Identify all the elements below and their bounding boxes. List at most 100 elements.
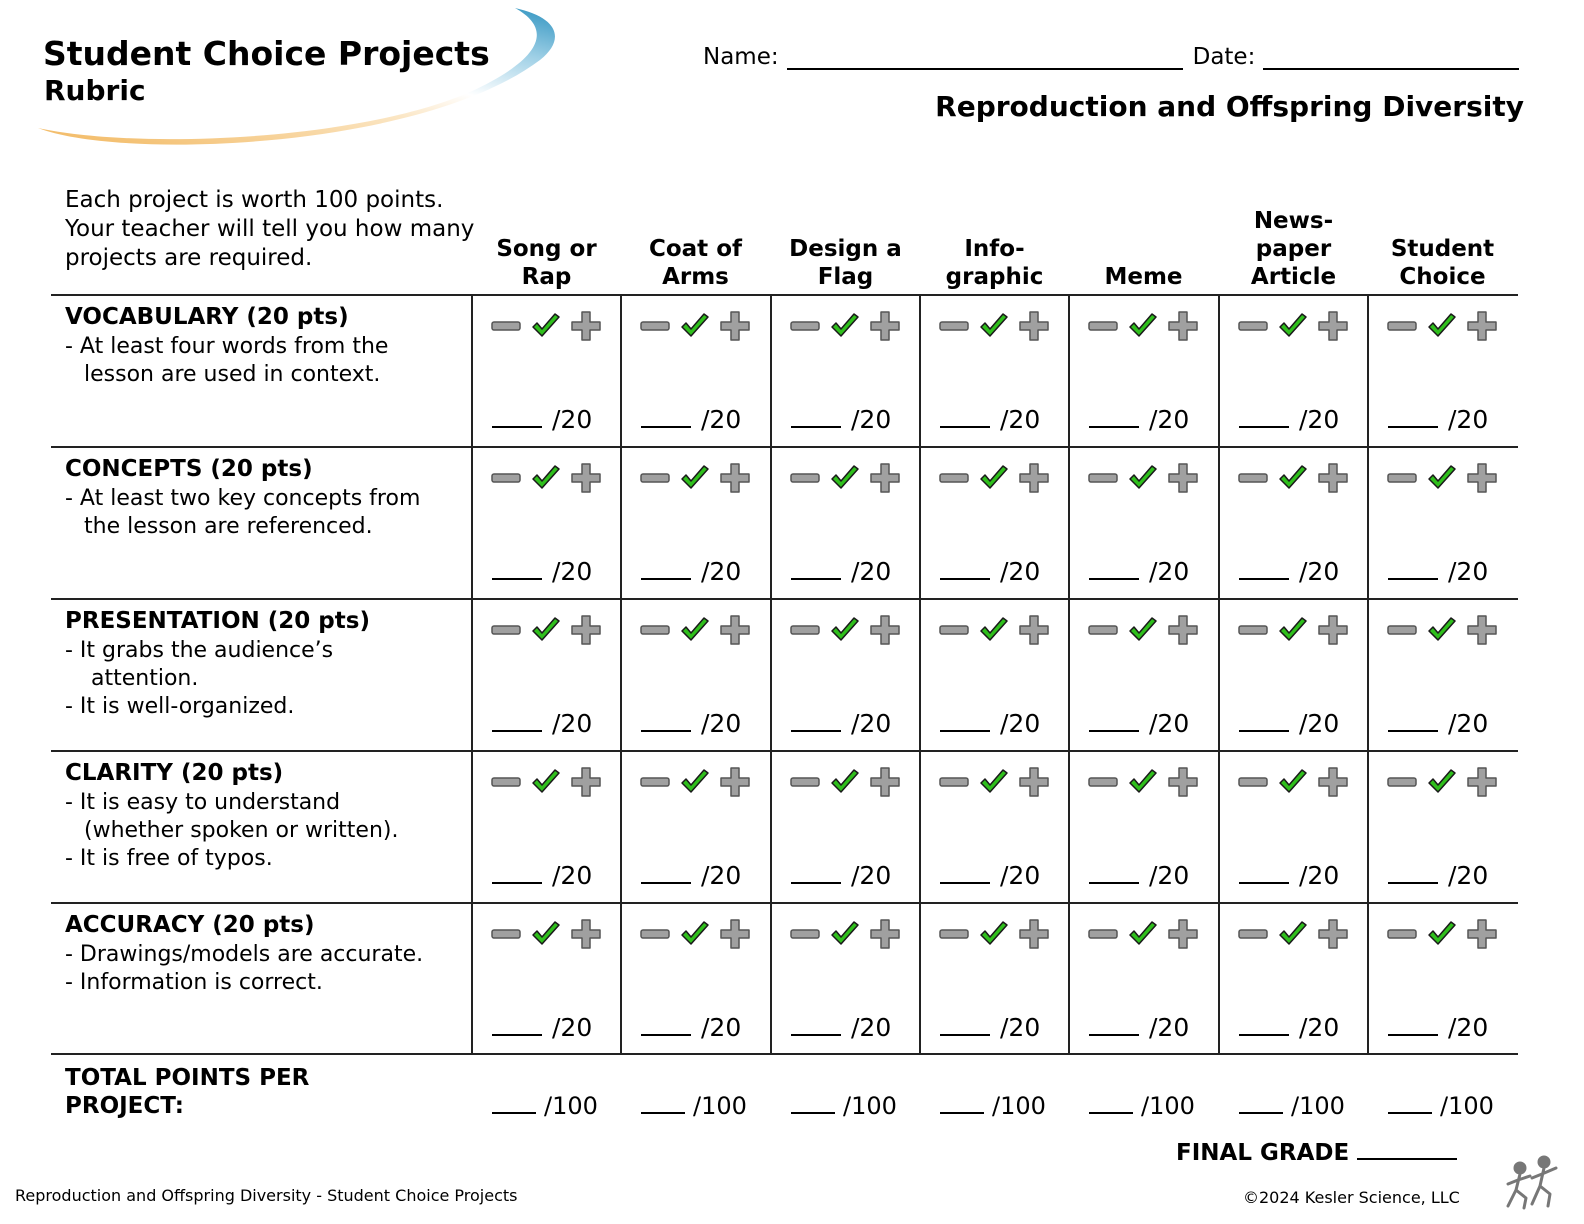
plus-icon[interactable] — [1466, 918, 1498, 950]
plus-icon[interactable] — [1466, 462, 1498, 494]
plus-icon[interactable] — [1317, 766, 1349, 798]
score-blank[interactable] — [791, 860, 841, 884]
check-icon[interactable] — [1127, 918, 1159, 950]
plus-icon[interactable] — [869, 918, 901, 950]
check-icon[interactable] — [1277, 918, 1309, 950]
check-icon[interactable] — [679, 310, 711, 342]
score-blank[interactable] — [1089, 556, 1139, 580]
score-blank[interactable] — [641, 1012, 691, 1036]
check-icon[interactable] — [1277, 310, 1309, 342]
plus-icon[interactable] — [1466, 310, 1498, 342]
score-blank[interactable] — [641, 556, 691, 580]
check-icon[interactable] — [1426, 614, 1458, 646]
minus-icon[interactable] — [639, 918, 671, 950]
total-blank[interactable] — [1089, 1092, 1133, 1114]
score-blank[interactable] — [641, 860, 691, 884]
plus-icon[interactable] — [1167, 310, 1199, 342]
plus-icon[interactable] — [1018, 310, 1050, 342]
score-blank[interactable] — [940, 860, 990, 884]
total-blank[interactable] — [1388, 1092, 1432, 1114]
minus-icon[interactable] — [789, 462, 821, 494]
score-blank[interactable] — [492, 404, 542, 428]
date-field[interactable] — [1263, 42, 1520, 70]
check-icon[interactable] — [1426, 918, 1458, 950]
score-blank[interactable] — [1388, 1012, 1438, 1036]
check-icon[interactable] — [1127, 462, 1159, 494]
minus-icon[interactable] — [789, 614, 821, 646]
score-blank[interactable] — [1388, 860, 1438, 884]
plus-icon[interactable] — [869, 462, 901, 494]
minus-icon[interactable] — [1087, 766, 1119, 798]
score-blank[interactable] — [1239, 556, 1289, 580]
plus-icon[interactable] — [570, 310, 602, 342]
minus-icon[interactable] — [789, 918, 821, 950]
plus-icon[interactable] — [719, 462, 751, 494]
minus-icon[interactable] — [938, 766, 970, 798]
check-icon[interactable] — [978, 310, 1010, 342]
plus-icon[interactable] — [1317, 310, 1349, 342]
check-icon[interactable] — [679, 614, 711, 646]
score-blank[interactable] — [1239, 708, 1289, 732]
minus-icon[interactable] — [1087, 310, 1119, 342]
score-blank[interactable] — [1239, 860, 1289, 884]
check-icon[interactable] — [679, 918, 711, 950]
minus-icon[interactable] — [1237, 462, 1269, 494]
plus-icon[interactable] — [1466, 614, 1498, 646]
score-blank[interactable] — [940, 556, 990, 580]
plus-icon[interactable] — [869, 766, 901, 798]
minus-icon[interactable] — [1386, 462, 1418, 494]
plus-icon[interactable] — [1317, 614, 1349, 646]
plus-icon[interactable] — [719, 614, 751, 646]
plus-icon[interactable] — [570, 614, 602, 646]
plus-icon[interactable] — [1167, 614, 1199, 646]
total-blank[interactable] — [492, 1092, 536, 1114]
score-blank[interactable] — [1089, 860, 1139, 884]
plus-icon[interactable] — [1167, 918, 1199, 950]
check-icon[interactable] — [679, 462, 711, 494]
check-icon[interactable] — [1277, 462, 1309, 494]
minus-icon[interactable] — [1087, 918, 1119, 950]
minus-icon[interactable] — [639, 310, 671, 342]
check-icon[interactable] — [530, 766, 562, 798]
score-blank[interactable] — [1089, 1012, 1139, 1036]
check-icon[interactable] — [530, 310, 562, 342]
check-icon[interactable] — [1127, 310, 1159, 342]
check-icon[interactable] — [829, 462, 861, 494]
check-icon[interactable] — [679, 766, 711, 798]
plus-icon[interactable] — [1018, 766, 1050, 798]
score-blank[interactable] — [940, 1012, 990, 1036]
minus-icon[interactable] — [1087, 614, 1119, 646]
score-blank[interactable] — [791, 404, 841, 428]
minus-icon[interactable] — [1386, 766, 1418, 798]
score-blank[interactable] — [791, 1012, 841, 1036]
final-grade-field[interactable] — [1357, 1136, 1458, 1160]
check-icon[interactable] — [978, 614, 1010, 646]
name-field[interactable] — [786, 42, 1183, 70]
plus-icon[interactable] — [719, 310, 751, 342]
minus-icon[interactable] — [938, 918, 970, 950]
score-blank[interactable] — [492, 1012, 542, 1036]
minus-icon[interactable] — [938, 462, 970, 494]
plus-icon[interactable] — [719, 766, 751, 798]
score-blank[interactable] — [791, 556, 841, 580]
check-icon[interactable] — [829, 614, 861, 646]
total-blank[interactable] — [1239, 1092, 1283, 1114]
score-blank[interactable] — [1388, 404, 1438, 428]
check-icon[interactable] — [829, 918, 861, 950]
check-icon[interactable] — [1426, 310, 1458, 342]
plus-icon[interactable] — [1167, 462, 1199, 494]
minus-icon[interactable] — [1237, 766, 1269, 798]
minus-icon[interactable] — [1237, 614, 1269, 646]
plus-icon[interactable] — [570, 766, 602, 798]
check-icon[interactable] — [1426, 462, 1458, 494]
score-blank[interactable] — [492, 860, 542, 884]
score-blank[interactable] — [1089, 708, 1139, 732]
score-blank[interactable] — [940, 404, 990, 428]
check-icon[interactable] — [978, 918, 1010, 950]
plus-icon[interactable] — [570, 918, 602, 950]
minus-icon[interactable] — [639, 614, 671, 646]
plus-icon[interactable] — [1317, 462, 1349, 494]
plus-icon[interactable] — [1018, 462, 1050, 494]
total-blank[interactable] — [791, 1092, 835, 1114]
minus-icon[interactable] — [490, 614, 522, 646]
